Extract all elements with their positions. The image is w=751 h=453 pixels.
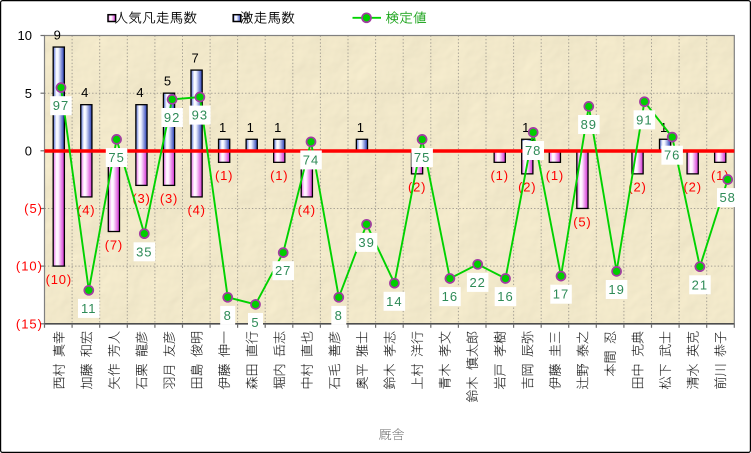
svg-text:(1): (1) — [491, 168, 509, 183]
svg-text:(4): (4) — [187, 203, 205, 218]
svg-text:76: 76 — [664, 148, 680, 163]
svg-text:(3): (3) — [132, 191, 150, 206]
svg-text:9: 9 — [54, 28, 61, 43]
svg-text:97: 97 — [53, 98, 69, 113]
svg-text:93: 93 — [192, 108, 208, 123]
svg-text:10: 10 — [18, 28, 32, 43]
svg-text:8: 8 — [224, 308, 232, 323]
svg-text:4: 4 — [136, 85, 143, 100]
svg-text:0: 0 — [25, 143, 32, 158]
svg-text:(1): (1) — [270, 168, 288, 183]
svg-text:92: 92 — [164, 110, 180, 125]
svg-text:11: 11 — [81, 301, 97, 316]
svg-text:91: 91 — [636, 112, 652, 127]
svg-text:19: 19 — [608, 282, 624, 297]
svg-text:5: 5 — [164, 74, 171, 89]
svg-text:16: 16 — [442, 289, 458, 304]
svg-text:(4): (4) — [298, 203, 316, 218]
svg-text:(10): (10) — [16, 259, 43, 274]
svg-text:5: 5 — [251, 315, 259, 330]
svg-text:(5): (5) — [573, 214, 591, 229]
svg-text:1: 1 — [357, 120, 364, 135]
svg-text:(2): (2) — [684, 180, 702, 195]
svg-text:(7): (7) — [105, 237, 123, 252]
svg-text:(1): (1) — [215, 168, 233, 183]
svg-text:35: 35 — [136, 244, 152, 259]
svg-text:21: 21 — [692, 277, 708, 292]
svg-text:75: 75 — [108, 150, 124, 165]
svg-text:27: 27 — [275, 263, 291, 278]
svg-text:4: 4 — [81, 85, 88, 100]
svg-text:58: 58 — [719, 190, 735, 205]
svg-text:1: 1 — [219, 120, 226, 135]
svg-text:75: 75 — [414, 150, 430, 165]
svg-text:5: 5 — [25, 86, 32, 101]
svg-text:16: 16 — [497, 289, 513, 304]
svg-text:39: 39 — [358, 235, 374, 250]
svg-text:(10): (10) — [46, 272, 72, 287]
svg-text:1: 1 — [522, 120, 529, 135]
svg-text:1: 1 — [274, 120, 281, 135]
svg-text:(2): (2) — [628, 180, 646, 195]
svg-text:89: 89 — [581, 117, 597, 132]
svg-text:(2): (2) — [408, 180, 426, 195]
svg-text:22: 22 — [469, 275, 485, 290]
svg-text:74: 74 — [303, 152, 319, 167]
svg-text:17: 17 — [553, 287, 569, 302]
svg-text:(15): (15) — [16, 316, 43, 331]
svg-text:8: 8 — [335, 308, 343, 323]
svg-text:(3): (3) — [160, 191, 178, 206]
svg-text:78: 78 — [525, 143, 541, 158]
svg-text:(1): (1) — [546, 168, 564, 183]
svg-text:1: 1 — [247, 120, 254, 135]
svg-text:(4): (4) — [77, 203, 95, 218]
svg-text:14: 14 — [386, 294, 402, 309]
svg-text:7: 7 — [191, 51, 198, 66]
svg-text:(5): (5) — [24, 201, 43, 216]
